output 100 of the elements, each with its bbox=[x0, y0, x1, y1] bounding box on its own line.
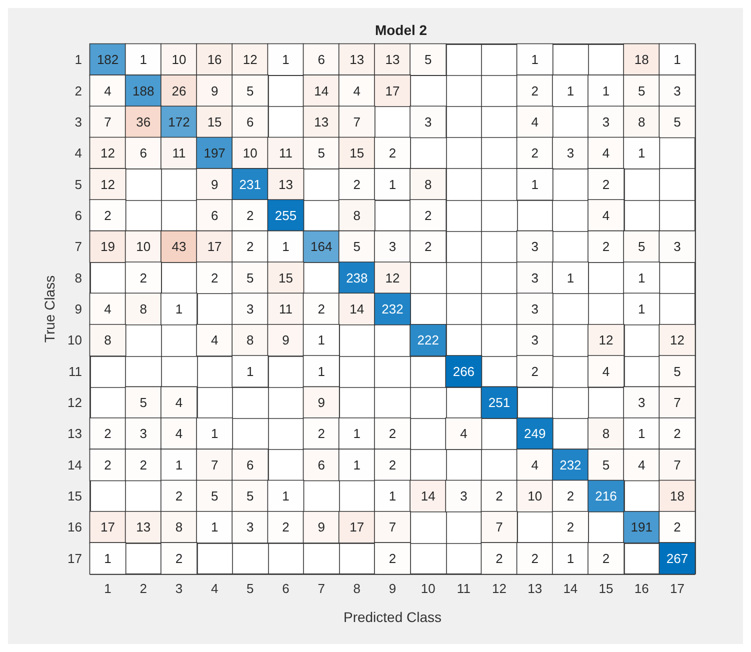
x-tick-label: 10 bbox=[420, 581, 436, 596]
data-label: 1 bbox=[246, 364, 254, 379]
data-label: 13 bbox=[350, 52, 364, 68]
data-label: 3 bbox=[602, 114, 610, 130]
data-label: 1 bbox=[566, 550, 574, 566]
data-label: 9 bbox=[318, 395, 325, 410]
data-label: 12 bbox=[242, 52, 258, 68]
data-label: 2 bbox=[674, 426, 681, 442]
data-label: 3 bbox=[460, 488, 468, 504]
data-label: 4 bbox=[210, 332, 218, 348]
data-label: 2 bbox=[210, 270, 218, 286]
data-label: 6 bbox=[246, 114, 254, 130]
data-label: 19 bbox=[100, 239, 116, 254]
x-tick-label: 12 bbox=[492, 581, 506, 596]
y-tick-label: 14 bbox=[68, 457, 82, 472]
data-label: 2 bbox=[140, 457, 147, 472]
data-label: 4 bbox=[460, 426, 468, 442]
data-label: 17 bbox=[350, 520, 364, 535]
data-label: 2 bbox=[246, 208, 254, 223]
x-tick-label: 14 bbox=[563, 581, 578, 596]
data-label: 197 bbox=[204, 146, 226, 161]
x-tick-label: 11 bbox=[456, 581, 470, 596]
data-label: 182 bbox=[96, 52, 119, 68]
data-label: 6 bbox=[318, 52, 325, 68]
data-label: 6 bbox=[318, 457, 325, 472]
data-label: 1 bbox=[318, 332, 325, 348]
data-label: 2 bbox=[531, 364, 538, 379]
data-label: 13 bbox=[278, 176, 293, 192]
data-label: 1 bbox=[175, 457, 183, 472]
data-label: 2 bbox=[602, 176, 610, 192]
data-label: 1 bbox=[388, 488, 396, 504]
data-label: 2 bbox=[531, 83, 538, 98]
y-tick-label: 12 bbox=[68, 395, 82, 410]
data-label: 1 bbox=[140, 52, 147, 68]
y-tick-label: 9 bbox=[74, 302, 82, 316]
data-label: 3 bbox=[531, 302, 538, 316]
data-label: 5 bbox=[246, 270, 254, 286]
data-label: 1 bbox=[638, 270, 646, 286]
data-label: 6 bbox=[246, 457, 254, 472]
data-label: 16 bbox=[207, 52, 222, 68]
data-label: 7 bbox=[674, 395, 681, 410]
data-label: 2 bbox=[424, 208, 432, 223]
data-label: 17 bbox=[100, 520, 116, 535]
data-label: 7 bbox=[210, 457, 218, 472]
data-label: 188 bbox=[132, 83, 154, 98]
data-label: 1 bbox=[282, 52, 290, 68]
data-label: 249 bbox=[524, 426, 546, 442]
data-label: 1 bbox=[674, 52, 681, 68]
data-label: 172 bbox=[168, 114, 190, 130]
y-tick-label: 15 bbox=[68, 488, 82, 504]
data-label: 13 bbox=[314, 114, 329, 130]
data-label: 3 bbox=[566, 146, 574, 161]
data-label: 1 bbox=[175, 302, 183, 316]
x-tick-label: 17 bbox=[670, 581, 684, 596]
data-label: 4 bbox=[104, 83, 112, 98]
x-tick-label: 15 bbox=[598, 581, 614, 596]
chart-title: Model 2 bbox=[374, 22, 428, 38]
y-tick-label: 11 bbox=[68, 364, 82, 379]
data-label: 1 bbox=[318, 364, 325, 379]
data-label: 4 bbox=[353, 83, 361, 98]
data-label: 4 bbox=[531, 114, 538, 130]
data-label: 1 bbox=[104, 550, 112, 566]
x-axis-title: Predicted Class bbox=[343, 609, 442, 625]
data-label: 191 bbox=[630, 520, 652, 535]
x-tick-label: 4 bbox=[210, 581, 218, 596]
data-label: 5 bbox=[602, 457, 610, 472]
data-label: 2 bbox=[496, 550, 503, 566]
data-label: 1 bbox=[282, 239, 290, 254]
data-label: 11 bbox=[278, 302, 292, 316]
data-label: 2 bbox=[104, 208, 112, 223]
data-label: 5 bbox=[318, 146, 325, 161]
data-label: 15 bbox=[207, 114, 222, 130]
data-label: 1 bbox=[602, 83, 610, 98]
data-label: 1 bbox=[531, 52, 538, 68]
x-tick-label: 8 bbox=[353, 581, 361, 596]
data-label: 232 bbox=[382, 302, 404, 316]
data-label: 3 bbox=[531, 332, 538, 348]
y-tick-label: 3 bbox=[74, 114, 82, 130]
data-label: 2 bbox=[566, 488, 574, 504]
y-tick-label: 13 bbox=[68, 426, 82, 442]
y-tick-label: 6 bbox=[74, 208, 82, 223]
data-label: 7 bbox=[496, 520, 503, 535]
x-tick-label: 16 bbox=[634, 581, 649, 596]
data-label: 8 bbox=[602, 426, 610, 442]
data-label: 1 bbox=[353, 426, 361, 442]
data-label: 15 bbox=[350, 146, 364, 161]
data-label: 3 bbox=[424, 114, 432, 130]
data-label: 8 bbox=[104, 332, 112, 348]
x-tick-label: 3 bbox=[175, 581, 183, 596]
data-label: 2 bbox=[388, 426, 396, 442]
data-label: 9 bbox=[318, 520, 325, 535]
x-tick-label: 13 bbox=[528, 581, 542, 596]
data-label: 2 bbox=[388, 146, 396, 161]
data-label: 3 bbox=[246, 302, 254, 316]
data-label: 238 bbox=[346, 270, 368, 286]
y-tick-label: 2 bbox=[74, 83, 82, 98]
data-label: 2 bbox=[424, 239, 432, 254]
data-label: 8 bbox=[175, 520, 183, 535]
data-label: 12 bbox=[598, 332, 614, 348]
data-label: 8 bbox=[246, 332, 254, 348]
